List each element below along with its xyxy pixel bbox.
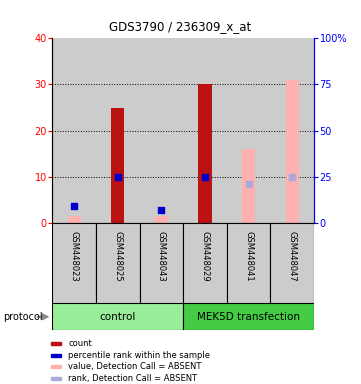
Point xyxy=(290,174,295,180)
Bar xyxy=(96,38,140,223)
Text: GSM448023: GSM448023 xyxy=(70,231,79,281)
Bar xyxy=(227,38,270,223)
Bar xyxy=(140,223,183,303)
Point xyxy=(202,174,208,180)
Bar xyxy=(111,108,124,223)
Bar xyxy=(51,365,61,368)
Text: control: control xyxy=(100,312,136,322)
Text: count: count xyxy=(68,339,92,348)
Bar xyxy=(52,303,183,330)
Bar xyxy=(68,216,81,223)
Bar xyxy=(227,223,270,303)
Text: protocol: protocol xyxy=(4,312,43,322)
Bar xyxy=(51,377,61,379)
Bar xyxy=(199,84,212,223)
Text: percentile rank within the sample: percentile rank within the sample xyxy=(68,351,210,360)
Bar xyxy=(183,223,227,303)
Point xyxy=(115,174,121,180)
Text: rank, Detection Call = ABSENT: rank, Detection Call = ABSENT xyxy=(68,374,197,382)
Bar xyxy=(51,342,61,345)
Text: GSM448047: GSM448047 xyxy=(288,231,297,281)
Bar xyxy=(183,303,314,330)
Bar xyxy=(51,354,61,356)
Text: MEK5D transfection: MEK5D transfection xyxy=(197,312,300,322)
Text: GSM448025: GSM448025 xyxy=(113,231,122,281)
Text: GSM448041: GSM448041 xyxy=(244,231,253,281)
Bar xyxy=(155,216,168,223)
Bar xyxy=(286,80,299,223)
Bar xyxy=(140,38,183,223)
Text: GDS3790 / 236309_x_at: GDS3790 / 236309_x_at xyxy=(109,20,252,33)
Text: GSM448043: GSM448043 xyxy=(157,231,166,281)
Bar xyxy=(242,149,255,223)
Bar xyxy=(270,223,314,303)
Point xyxy=(71,203,77,209)
Point xyxy=(158,207,164,213)
Bar xyxy=(96,223,140,303)
Bar xyxy=(183,38,227,223)
Text: GSM448029: GSM448029 xyxy=(200,231,209,281)
Bar xyxy=(52,223,96,303)
Point xyxy=(246,181,252,187)
Bar xyxy=(52,38,96,223)
Bar xyxy=(270,38,314,223)
Text: value, Detection Call = ABSENT: value, Detection Call = ABSENT xyxy=(68,362,202,371)
